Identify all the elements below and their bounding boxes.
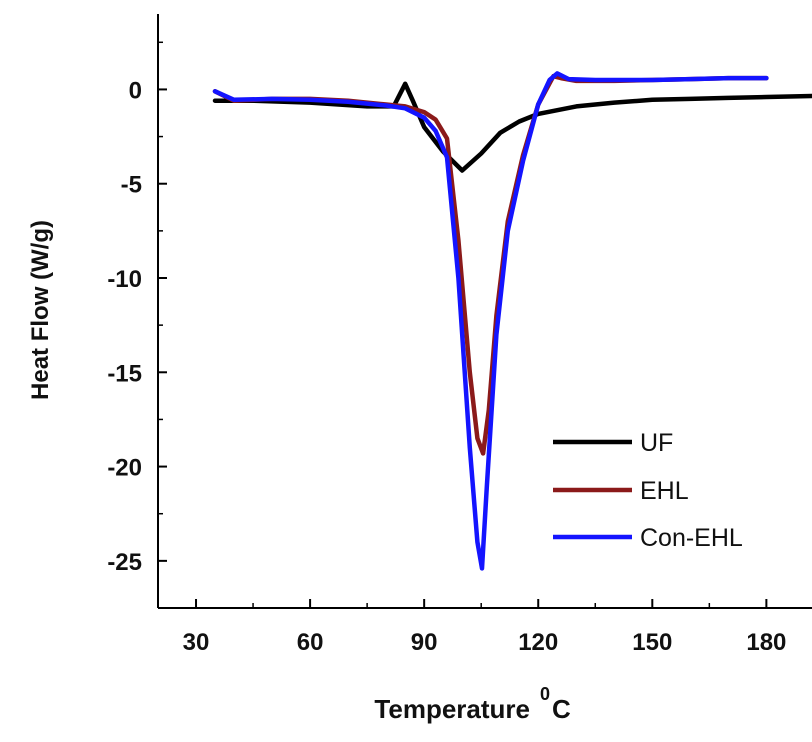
y-ticks: 0 -5 -10 -15 -20 -25 [107, 41, 167, 609]
x-axis-label-main: Temperature [374, 694, 530, 724]
x-tick-label: 180 [746, 629, 786, 656]
x-tick-label: 60 [297, 629, 324, 656]
x-tick-label: 90 [411, 629, 438, 656]
x-tick-label: 150 [632, 629, 672, 656]
legend-label: Con-EHL [640, 524, 743, 552]
series-line-con-ehl [212, 71, 769, 571]
legend: UF EHL Con-EHL [553, 429, 743, 552]
x-ticks: 30 60 90 120 150 180 [183, 599, 786, 656]
x-tick-label: 120 [518, 629, 558, 656]
y-tick-label: -20 [107, 455, 142, 482]
y-tick-label: 0 [129, 77, 142, 104]
series-layer [212, 71, 812, 571]
legend-label: UF [640, 429, 673, 457]
y-tick-label: -15 [107, 360, 142, 387]
y-tick-label: -25 [107, 549, 142, 576]
y-tick-label: -5 [121, 172, 142, 199]
x-tick-label: 30 [183, 629, 210, 656]
legend-label: EHL [640, 477, 689, 505]
x-axis-label-superscript: 0 [540, 684, 550, 704]
y-tick-label: -10 [107, 266, 142, 293]
x-axis-label: Temperature [374, 694, 530, 724]
y-axis-label: Heat Flow (W/g) [27, 220, 54, 400]
x-axis-label-unit: C [552, 694, 571, 724]
